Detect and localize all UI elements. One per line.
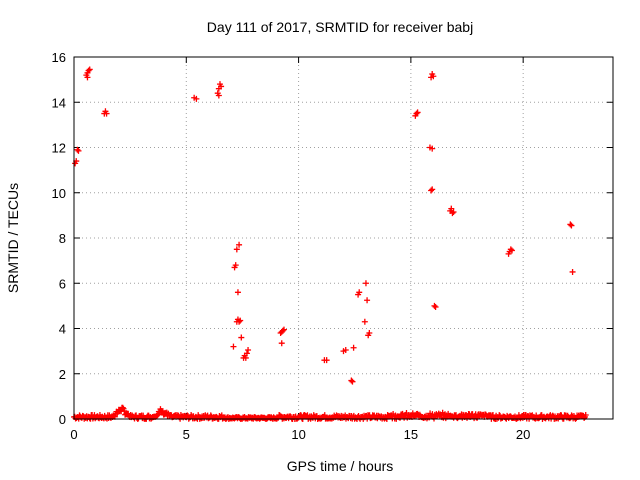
x-axis-label: GPS time / hours xyxy=(287,458,394,474)
x-tick-label: 10 xyxy=(291,427,305,442)
data-point xyxy=(245,346,252,353)
x-tick-label: 20 xyxy=(516,427,530,442)
y-tick-label: 16 xyxy=(52,50,66,65)
x-tick-label: 0 xyxy=(70,427,77,442)
tick-labels: 0 2 4 6 8 10 12 14 16 0 5 10 15 20 xyxy=(52,50,531,442)
data-point xyxy=(218,83,225,90)
x-tick-label: 5 xyxy=(183,427,190,442)
baseline-point xyxy=(581,415,588,422)
y-tick-label: 2 xyxy=(59,367,66,382)
data-point xyxy=(238,334,245,341)
baseline-point xyxy=(154,412,161,419)
data-point xyxy=(236,241,243,248)
chart-title: Day 111 of 2017, SRMTID for receiver bab… xyxy=(207,19,473,35)
data-point xyxy=(193,95,200,102)
data-point xyxy=(361,318,368,325)
data-point xyxy=(74,146,81,153)
data-point xyxy=(450,208,457,215)
data-point xyxy=(236,318,243,325)
y-tick-label: 0 xyxy=(59,412,66,427)
y-tick-label: 12 xyxy=(52,141,66,156)
data-point xyxy=(103,110,110,117)
data-point xyxy=(237,317,244,324)
data-point xyxy=(414,109,421,116)
data-point xyxy=(348,377,355,384)
y-axis-label: SRMTID / TECUs xyxy=(5,183,21,293)
data-point xyxy=(568,222,575,229)
data-point xyxy=(243,350,250,357)
baseline-point xyxy=(119,404,126,411)
y-tick-label: 10 xyxy=(52,186,66,201)
y-tick-label: 14 xyxy=(52,95,66,110)
data-point xyxy=(356,289,363,296)
y-tick-label: 8 xyxy=(59,231,66,246)
baseline-point xyxy=(489,412,496,419)
data-point xyxy=(428,187,435,194)
data-point xyxy=(234,289,241,296)
x-tick-label: 15 xyxy=(404,427,418,442)
y-tick-label: 6 xyxy=(59,276,66,291)
data-point xyxy=(350,344,357,351)
data-point xyxy=(75,147,82,154)
data-point xyxy=(215,92,222,99)
data-point xyxy=(233,246,240,253)
data-point xyxy=(278,340,285,347)
data-point xyxy=(349,378,356,385)
y-tick-label: 4 xyxy=(59,322,66,337)
data-point xyxy=(448,205,455,212)
data-point xyxy=(362,280,369,287)
baseline-point xyxy=(582,411,589,418)
data-point xyxy=(366,330,373,337)
data-point xyxy=(86,66,93,73)
data-point xyxy=(323,357,330,364)
data-point xyxy=(230,343,237,350)
data-point xyxy=(429,186,436,193)
data-point xyxy=(429,145,436,152)
data-point xyxy=(85,67,92,74)
data-points xyxy=(71,66,589,422)
data-point xyxy=(430,73,437,80)
data-point xyxy=(232,262,239,269)
plot-frame xyxy=(73,56,614,420)
data-point xyxy=(280,326,287,333)
data-point xyxy=(279,327,286,334)
data-point xyxy=(432,304,439,311)
data-point xyxy=(364,297,371,304)
data-point xyxy=(508,247,515,254)
data-point xyxy=(567,221,574,228)
data-point xyxy=(413,110,420,117)
data-point xyxy=(84,74,91,81)
data-point xyxy=(507,246,514,253)
data-point xyxy=(569,268,576,275)
data-point xyxy=(431,302,438,309)
data-point xyxy=(342,346,349,353)
data-point xyxy=(242,354,249,361)
data-point xyxy=(449,210,456,217)
